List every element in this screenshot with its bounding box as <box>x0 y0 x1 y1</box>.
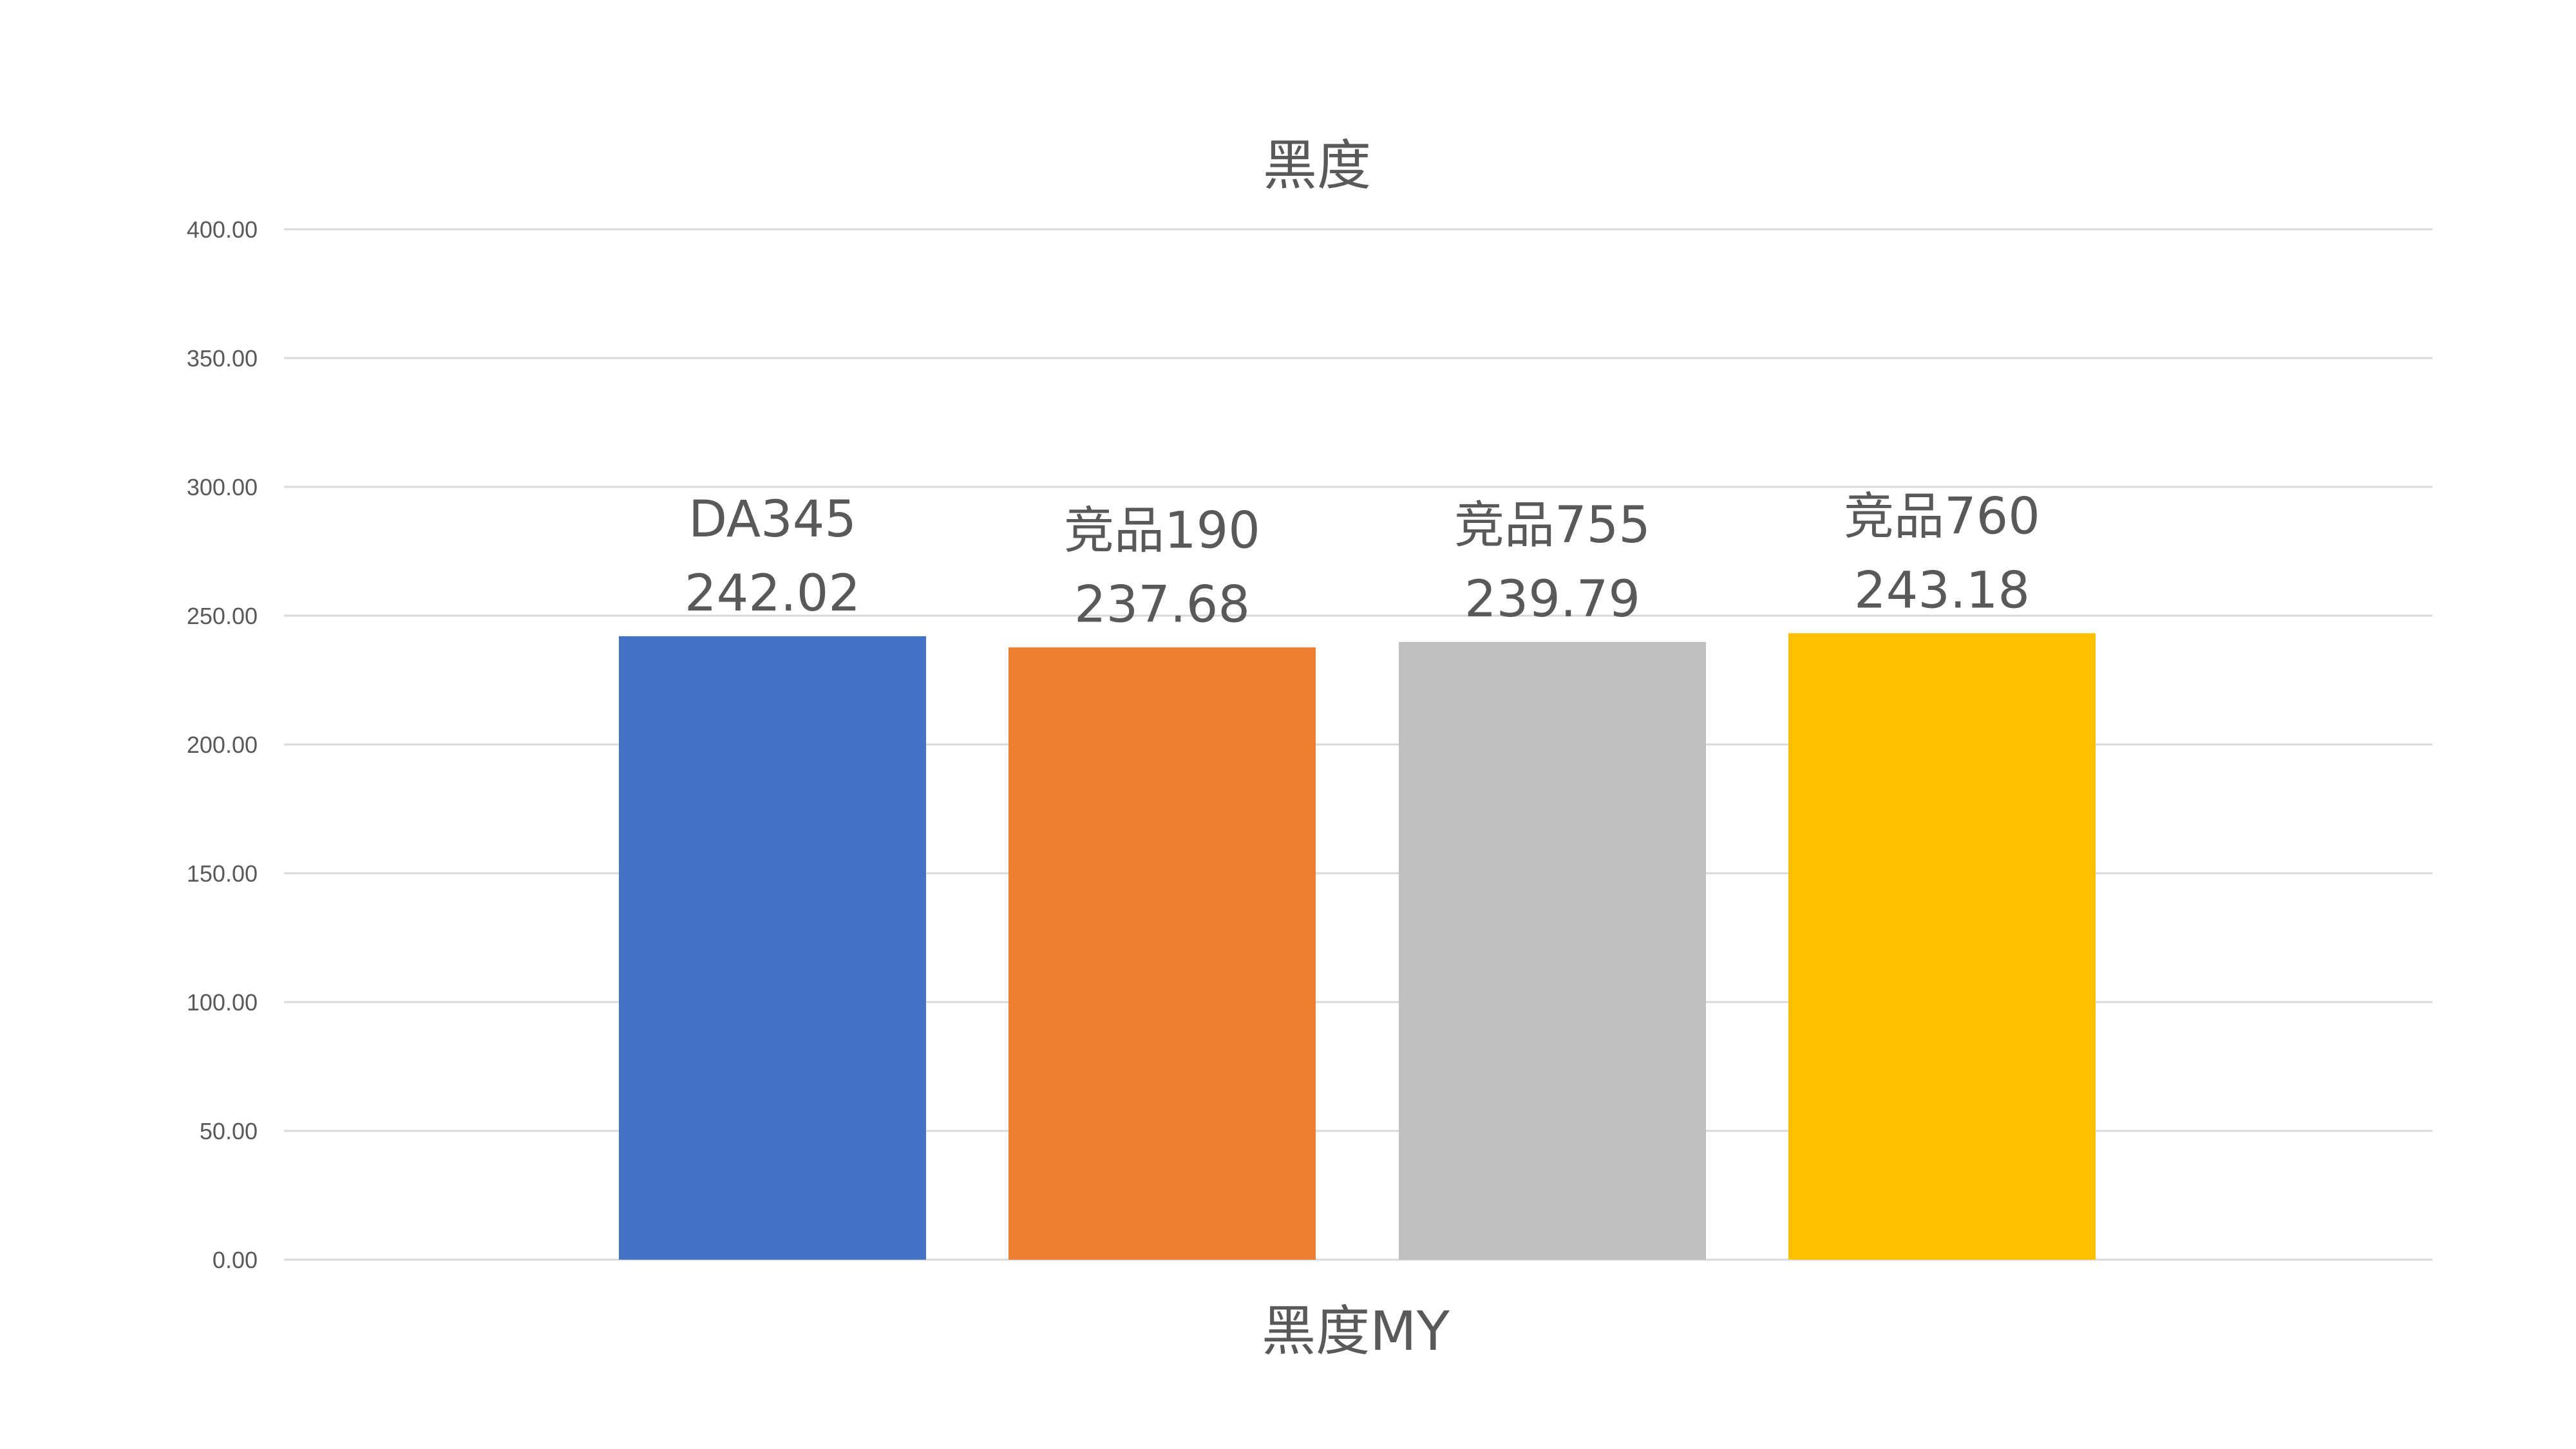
y-tick-label: 400.00 <box>187 216 258 243</box>
y-tick-label: 50.00 <box>200 1118 258 1144</box>
bar-3 <box>1399 641 1706 1260</box>
data-label-value: 242.02 <box>685 565 860 623</box>
bar-2 <box>1009 647 1316 1260</box>
y-tick-label: 300.00 <box>187 474 258 500</box>
y-tick-label: 100.00 <box>187 989 258 1016</box>
bar-4 <box>1788 633 2096 1260</box>
data-label-value: 237.68 <box>1074 576 1250 634</box>
y-tick-label: 250.00 <box>187 603 258 629</box>
y-tick-label: 350.00 <box>187 345 258 372</box>
y-tick-label: 0.00 <box>213 1247 258 1273</box>
x-axis-label: 黑度MY <box>1262 1300 1450 1363</box>
data-label-name: DA345 <box>688 491 857 549</box>
y-tick-label: 200.00 <box>187 732 258 758</box>
chart-title: 黑度 <box>1262 134 1371 197</box>
y-tick-label: 150.00 <box>187 860 258 887</box>
data-label-value: 243.18 <box>1854 562 2030 620</box>
data-label-name: 竞品190 <box>1064 502 1260 560</box>
data-label-value: 239.79 <box>1464 571 1640 629</box>
data-label-name: 竞品760 <box>1844 488 2040 545</box>
data-label-name: 竞品755 <box>1454 497 1651 554</box>
bar-1 <box>619 636 926 1260</box>
